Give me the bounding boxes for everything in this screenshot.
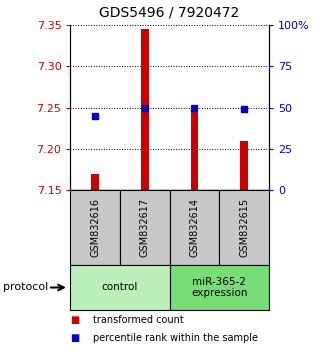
Bar <box>191 106 198 190</box>
Text: ■: ■ <box>70 315 80 325</box>
Bar <box>240 141 248 190</box>
Text: control: control <box>102 282 138 292</box>
Text: GSM832614: GSM832614 <box>189 198 199 257</box>
Text: ■: ■ <box>70 333 80 343</box>
Text: GSM832617: GSM832617 <box>140 198 150 257</box>
Bar <box>141 29 148 190</box>
Bar <box>219 190 269 265</box>
Text: GSM832615: GSM832615 <box>239 198 249 257</box>
Bar <box>70 190 120 265</box>
Bar <box>170 265 269 310</box>
Bar <box>92 173 99 190</box>
Title: GDS5496 / 7920472: GDS5496 / 7920472 <box>100 6 240 20</box>
Text: percentile rank within the sample: percentile rank within the sample <box>93 333 258 343</box>
Text: transformed count: transformed count <box>93 315 184 325</box>
Bar <box>120 190 170 265</box>
Text: miR-365-2
expression: miR-365-2 expression <box>191 277 247 298</box>
Bar <box>70 265 170 310</box>
Text: GSM832616: GSM832616 <box>90 198 100 257</box>
Text: protocol: protocol <box>3 282 48 292</box>
Bar <box>170 190 219 265</box>
